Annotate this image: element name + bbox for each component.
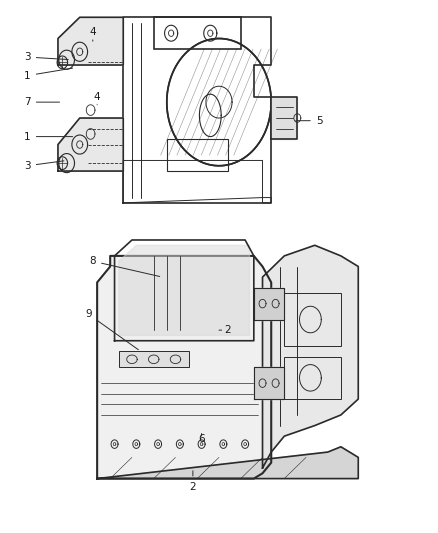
Polygon shape [119, 351, 188, 367]
Text: 8: 8 [89, 256, 160, 277]
Polygon shape [58, 17, 123, 65]
Polygon shape [254, 367, 284, 399]
Text: 2: 2 [190, 471, 196, 491]
Text: 4: 4 [94, 92, 100, 105]
Text: 2: 2 [219, 325, 231, 335]
Polygon shape [119, 245, 250, 335]
Text: 7: 7 [24, 97, 60, 107]
Text: 9: 9 [85, 309, 138, 350]
Text: 3: 3 [24, 52, 68, 62]
Text: 5: 5 [296, 116, 322, 126]
Polygon shape [254, 288, 284, 319]
Polygon shape [58, 118, 123, 171]
Text: 1: 1 [24, 132, 73, 142]
Polygon shape [262, 245, 358, 468]
Text: 6: 6 [198, 433, 205, 444]
Text: 1: 1 [24, 68, 73, 80]
Text: 3: 3 [24, 161, 64, 171]
Polygon shape [97, 256, 271, 479]
Text: 4: 4 [89, 27, 96, 41]
Polygon shape [97, 447, 358, 479]
Polygon shape [271, 97, 297, 139]
